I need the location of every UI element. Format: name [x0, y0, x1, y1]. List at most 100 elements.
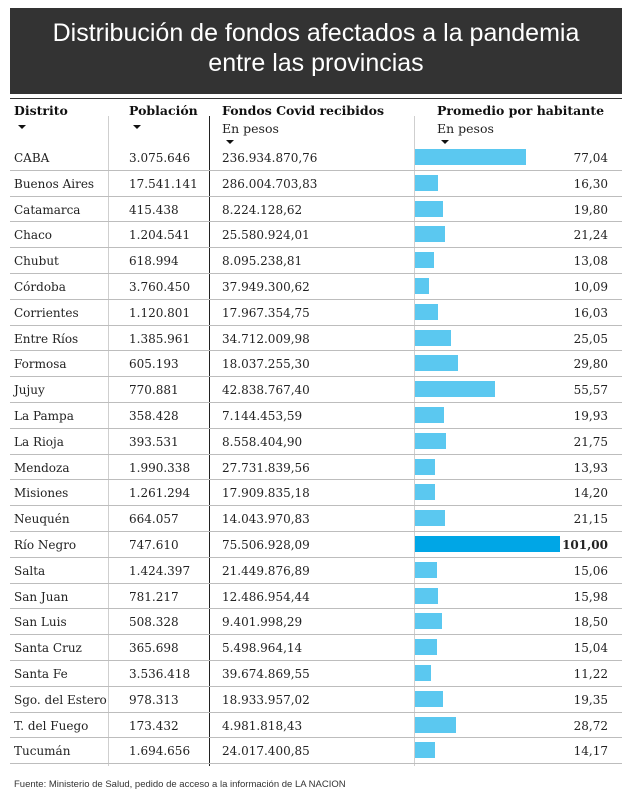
table-row: Córdoba 3.760.450 37.949.300,62 10,09 [0, 274, 630, 300]
cell-poblacion: 1.120.801 [129, 305, 191, 320]
cell-promedio: 16,30 [573, 176, 608, 191]
cell-fondos: 18.933.957,02 [222, 692, 310, 707]
header-fondos-unit: En pesos [222, 121, 279, 136]
cell-promedio: 13,93 [573, 460, 608, 475]
table-row: Sgo. del Estero 978.313 18.933.957,02 19,35 [0, 687, 630, 713]
row-divider [10, 453, 622, 455]
cell-promedio: 101,00 [562, 538, 608, 552]
cell-poblacion: 508.328 [129, 615, 179, 630]
cell-fondos: 286.004.703,83 [222, 176, 318, 191]
cell-promedio: 19,35 [573, 692, 608, 707]
cell-distrito: Misiones [14, 486, 69, 501]
table-row: Entre Ríos 1.385.961 34.712.009,98 25,05 [0, 326, 630, 352]
cell-poblacion: 770.881 [129, 383, 179, 398]
cell-poblacion: 1.694.656 [129, 744, 191, 759]
cell-promedio: 13,08 [573, 254, 608, 269]
cell-poblacion: 365.698 [129, 641, 179, 656]
cell-poblacion: 3.760.450 [129, 280, 191, 294]
cell-promedio: 21,15 [573, 512, 608, 527]
bar-promedio [415, 226, 446, 243]
cell-poblacion: 781.217 [129, 589, 179, 604]
header-promedio-unit: En pesos [437, 121, 494, 136]
header-distrito: Distrito [14, 103, 68, 118]
chart-title: Distribución de fondos afectados a la pa… [10, 18, 622, 78]
cell-poblacion: 1.990.338 [129, 460, 191, 475]
row-divider [10, 221, 622, 223]
bar-promedio [415, 252, 434, 269]
row-divider [10, 763, 622, 765]
chart-title-line-1: Distribución de fondos afectados a la pa… [52, 19, 580, 47]
cell-fondos: 75.506.928,09 [222, 538, 310, 552]
row-divider [10, 685, 622, 687]
sort-promedio-icon[interactable] [441, 140, 449, 144]
bar-promedio [415, 329, 451, 346]
cell-fondos: 21.449.876,89 [222, 563, 310, 578]
row-divider [10, 247, 622, 249]
cell-poblacion: 1.424.397 [129, 563, 191, 578]
bar-promedio [415, 665, 432, 681]
row-divider [10, 505, 622, 507]
bar-promedio [415, 303, 438, 320]
row-divider [10, 737, 622, 739]
cell-fondos: 8.095.238,81 [222, 254, 303, 269]
cell-distrito: San Juan [14, 589, 69, 604]
cell-promedio: 11,22 [573, 667, 608, 681]
table-row: La Rioja 393.531 8.558.404,90 21,75 [0, 429, 630, 455]
row-divider [10, 711, 622, 713]
bar-promedio [415, 742, 436, 759]
table-row: Catamarca 415.438 8.224.128,62 19,80 [0, 197, 630, 223]
cell-distrito: Formosa [14, 357, 67, 372]
cell-promedio: 14,17 [573, 744, 608, 759]
cell-distrito: Entre Ríos [14, 331, 79, 346]
cell-poblacion: 3.075.646 [129, 151, 191, 165]
cell-distrito: Corrientes [14, 305, 79, 320]
cell-poblacion: 415.438 [129, 202, 179, 217]
row-divider [10, 402, 622, 403]
cell-poblacion: 393.531 [129, 434, 179, 449]
source-note: Fuente: Ministerio de Salud, pedido de a… [14, 779, 346, 790]
cell-promedio: 19,80 [573, 202, 608, 217]
bar-promedio [415, 174, 439, 191]
bar-promedio [415, 536, 560, 552]
cell-distrito: Buenos Aires [14, 176, 95, 191]
cell-promedio: 25,05 [573, 331, 608, 346]
cell-distrito: Córdoba [14, 280, 66, 294]
row-divider [10, 324, 622, 326]
cell-distrito: Chaco [14, 228, 53, 243]
cell-distrito: CABA [14, 151, 50, 165]
table-row: Corrientes 1.120.801 17.967.354,75 16,03 [0, 300, 630, 326]
cell-promedio: 15,06 [573, 563, 608, 578]
row-divider [10, 479, 622, 481]
cell-fondos: 8.558.404,90 [222, 434, 303, 449]
bar-promedio [415, 587, 438, 604]
cell-distrito: Río Negro [14, 538, 77, 552]
cell-promedio: 15,98 [573, 589, 608, 604]
sort-poblacion-icon[interactable] [133, 125, 141, 129]
bar-promedio [415, 510, 446, 527]
header-poblacion: Población [129, 103, 198, 118]
bar-promedio [415, 613, 442, 630]
table-row: Salta 1.424.397 21.449.876,89 15,06 [0, 558, 630, 584]
header-top-rule [10, 98, 622, 99]
table-row: T. del Fuego 173.432 4.981.818,43 28,72 [0, 713, 630, 739]
row-divider [10, 169, 622, 171]
cell-distrito: Tucumán [14, 744, 71, 759]
bar-promedio [415, 355, 458, 372]
table-row: Tucumán 1.694.656 24.017.400,85 14,17 [0, 738, 630, 764]
cell-distrito: Neuquén [14, 512, 70, 527]
cell-fondos: 7.144.453,59 [222, 409, 303, 423]
chart-title-line-2: entre las provincias [208, 49, 424, 77]
cell-distrito: Santa Fe [14, 667, 68, 681]
cell-fondos: 4.981.818,43 [222, 718, 303, 733]
bar-promedio [415, 149, 526, 165]
bar-promedio [415, 407, 444, 423]
cell-poblacion: 618.994 [129, 254, 179, 269]
sort-distrito-icon[interactable] [18, 125, 26, 129]
table-row: Chaco 1.204.541 25.580.924,01 21,24 [0, 222, 630, 248]
sort-fondos-icon[interactable] [226, 140, 234, 144]
cell-promedio: 55,57 [573, 383, 608, 398]
cell-fondos: 37.949.300,62 [222, 280, 310, 294]
cell-distrito: La Rioja [14, 434, 64, 449]
cell-fondos: 27.731.839,56 [222, 460, 310, 475]
